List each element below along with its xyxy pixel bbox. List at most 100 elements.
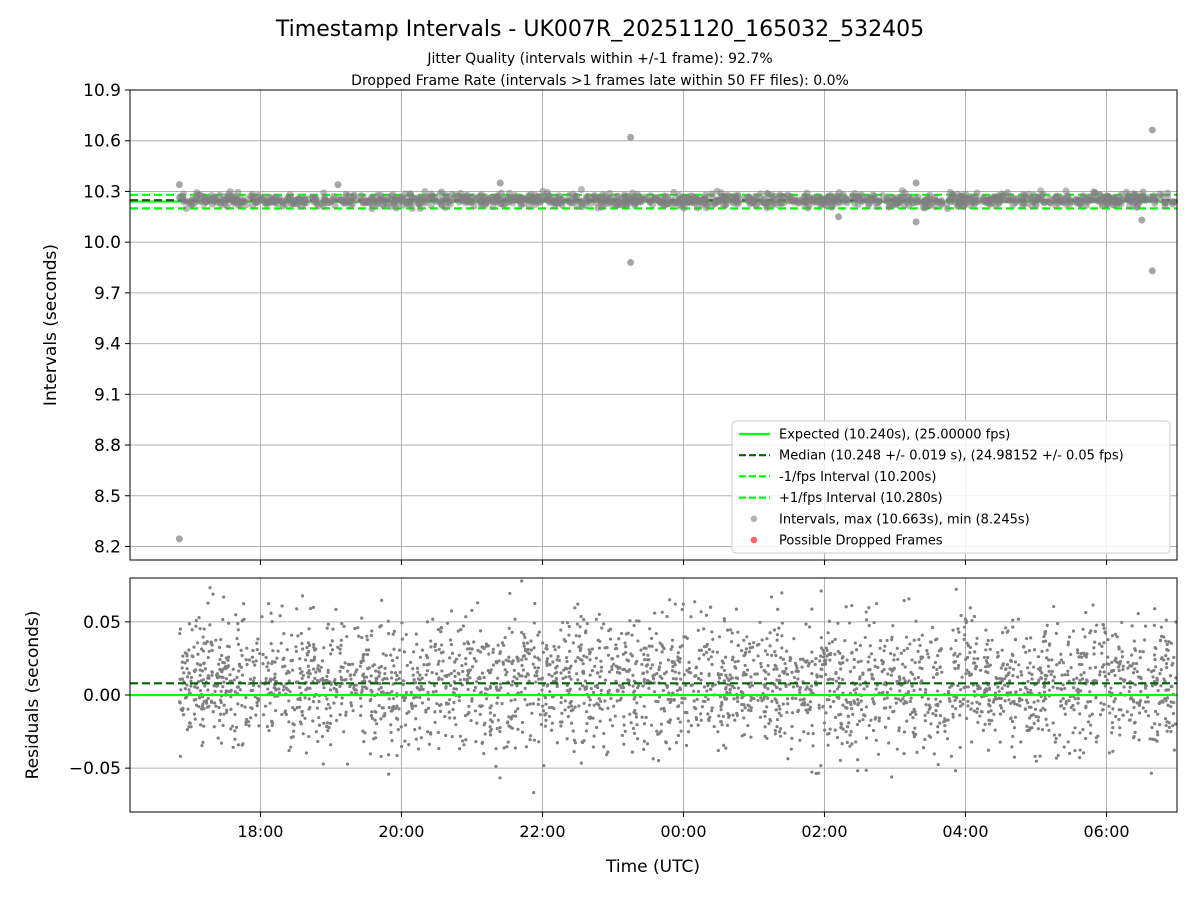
residual-point (416, 670, 420, 674)
residual-point (739, 690, 743, 694)
residual-point (538, 713, 542, 717)
residual-point (233, 729, 237, 733)
interval-outlier-point (627, 133, 635, 141)
interval-point (380, 201, 388, 209)
residual-point (775, 633, 779, 637)
residual-point (734, 666, 738, 670)
residual-point (1047, 658, 1051, 662)
residual-point (1143, 686, 1148, 690)
residual-point (245, 646, 249, 650)
residual-point (890, 635, 894, 639)
residual-point (610, 667, 614, 672)
residual-point (664, 741, 668, 745)
residual-point (577, 704, 581, 708)
residual-point (726, 712, 730, 716)
residual-point (674, 740, 679, 745)
residual-point (1032, 665, 1036, 669)
legend-entry-label: Intervals, max (10.663s), min (8.245s) (779, 512, 1030, 527)
residual-point (1151, 675, 1155, 679)
residual-point (521, 668, 525, 672)
interval-point (271, 194, 279, 202)
residual-point (566, 714, 570, 719)
residual-point (203, 642, 208, 646)
residual-point (1011, 653, 1015, 658)
residual-point (266, 601, 271, 606)
residual-point (271, 649, 275, 653)
residual-point (195, 641, 200, 645)
residual-point (395, 673, 399, 678)
residual-point (1069, 666, 1073, 670)
residual-point (187, 688, 191, 692)
residual-point (318, 669, 322, 673)
residual-point (872, 620, 876, 625)
residual-point (293, 708, 297, 712)
residual-point (424, 710, 428, 714)
residual-point (494, 659, 498, 664)
residual-point (613, 714, 617, 718)
residual-point (1169, 729, 1173, 734)
residual-point (1059, 652, 1063, 656)
residual-point (817, 706, 821, 710)
residual-point (956, 654, 960, 658)
residual-point (389, 709, 393, 713)
residual-point (644, 715, 648, 720)
residual-point (300, 713, 305, 717)
residual-point (1156, 689, 1160, 693)
residual-point (218, 667, 222, 672)
interval-point (1162, 199, 1170, 207)
legend: Expected (10.240s), (25.00000 fps)Median… (731, 420, 1171, 554)
residual-point (1110, 669, 1114, 674)
residual-point (696, 689, 701, 694)
residual-point (1081, 728, 1085, 732)
residual-point (1128, 664, 1132, 668)
residual-point (998, 703, 1003, 708)
residual-point (910, 672, 915, 676)
residual-point (810, 607, 814, 611)
residual-point (637, 684, 641, 688)
residual-point (1081, 627, 1085, 631)
residual-point (1073, 726, 1077, 730)
residual-point (1120, 655, 1125, 659)
residual-point (534, 680, 538, 684)
residual-point (567, 624, 571, 629)
residual-point (479, 690, 483, 694)
residual-point (630, 654, 634, 658)
residual-point (451, 707, 455, 712)
residual-point (791, 685, 796, 689)
residual-point (228, 673, 232, 677)
residual-point (610, 657, 614, 661)
residual-point (289, 745, 293, 749)
residual-point (509, 699, 513, 703)
residual-point (995, 655, 1000, 659)
residual-point (359, 713, 363, 717)
residual-point (622, 723, 626, 727)
residual-point (621, 652, 625, 656)
residual-point (468, 676, 472, 680)
residual-point (731, 713, 735, 717)
residual-point (1036, 699, 1040, 703)
residual-point (1150, 684, 1155, 688)
residual-point (1036, 727, 1041, 731)
interval-point (221, 201, 229, 209)
residual-point (871, 728, 876, 733)
residual-point (957, 663, 961, 668)
residual-point (334, 718, 339, 723)
residual-point (726, 715, 731, 719)
residual-point (273, 660, 277, 664)
residual-point (567, 705, 571, 709)
residual-point (839, 667, 843, 671)
residual-point (608, 718, 612, 722)
residual-point (722, 617, 726, 621)
residual-point (328, 706, 332, 710)
residual-point (266, 687, 270, 691)
residual-point (409, 690, 413, 695)
residual-point (831, 640, 835, 644)
residual-point (210, 643, 214, 647)
residual-point (716, 672, 720, 676)
residual-point (1007, 698, 1011, 702)
residual-point (352, 673, 356, 677)
residual-point (512, 675, 516, 679)
residual-point (592, 703, 596, 707)
residual-point (453, 716, 457, 720)
residual-point (395, 656, 399, 660)
